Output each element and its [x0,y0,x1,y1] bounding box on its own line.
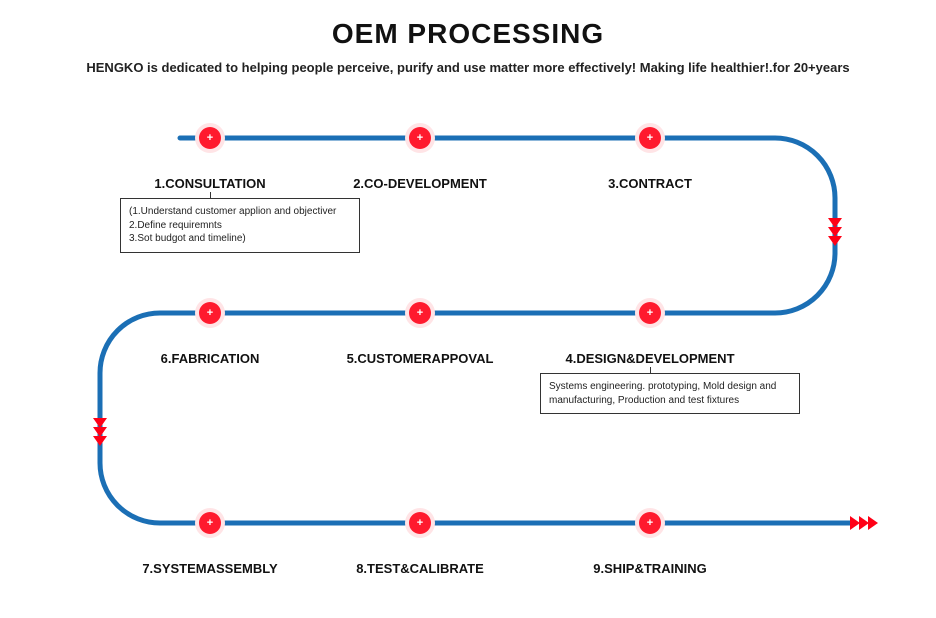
direction-arrow-chevron [850,516,860,530]
design-detail-box: Systems engineering. prototyping, Mold d… [540,373,800,414]
step-node-s3[interactable]: + [639,127,661,149]
plus-icon: + [647,133,653,144]
direction-arrow-chevron [93,427,107,437]
step-node-s5[interactable]: + [409,302,431,324]
plus-icon: + [647,518,653,529]
plus-icon: + [647,308,653,319]
direction-arrow-chevron [828,218,842,228]
plus-icon: + [207,133,213,144]
plus-icon: + [417,308,423,319]
step-node-s7[interactable]: + [199,512,221,534]
step-label-s7: 7.SYSTEMASSEMBLY [142,561,277,576]
step-node-s8[interactable]: + [409,512,431,534]
page-subtitle: HENGKO is dedicated to helping people pe… [0,60,936,75]
direction-arrow-chevron [828,236,842,246]
direction-arrow-chevron [828,227,842,237]
step-node-s4[interactable]: + [639,302,661,324]
direction-arrow-chevron [859,516,869,530]
step-node-s1[interactable]: + [199,127,221,149]
direction-arrow-chevron [93,418,107,428]
step-label-s5: 5.CUSTOMERAPPOVAL [347,351,494,366]
step-node-s2[interactable]: + [409,127,431,149]
step-label-s6: 6.FABRICATION [161,351,260,366]
step-label-s3: 3.CONTRACT [608,176,692,191]
step-label-s1: 1.CONSULTATION [154,176,265,191]
plus-icon: + [417,133,423,144]
plus-icon: + [417,518,423,529]
step-label-s8: 8.TEST&CALIBRATE [356,561,484,576]
consultation-detail-box: (1.Understand customer applion and objec… [120,198,360,253]
direction-arrow-chevron [868,516,878,530]
page-title: OEM PROCESSING [0,18,936,50]
plus-icon: + [207,518,213,529]
step-node-s9[interactable]: + [639,512,661,534]
plus-icon: + [207,308,213,319]
direction-arrow-chevron [93,436,107,446]
serpentine-path [100,138,850,523]
flow-canvas: + + + + + + + + + 1.CONSULTATION 2.CO-DEVELOPMENT… [0,98,936,618]
step-label-s9: 9.SHIP&TRAINING [593,561,706,576]
step-label-s2: 2.CO-DEVELOPMENT [353,176,487,191]
step-node-s6[interactable]: + [199,302,221,324]
step-label-s4: 4.DESIGN&DEVELOPMENT [565,351,734,366]
